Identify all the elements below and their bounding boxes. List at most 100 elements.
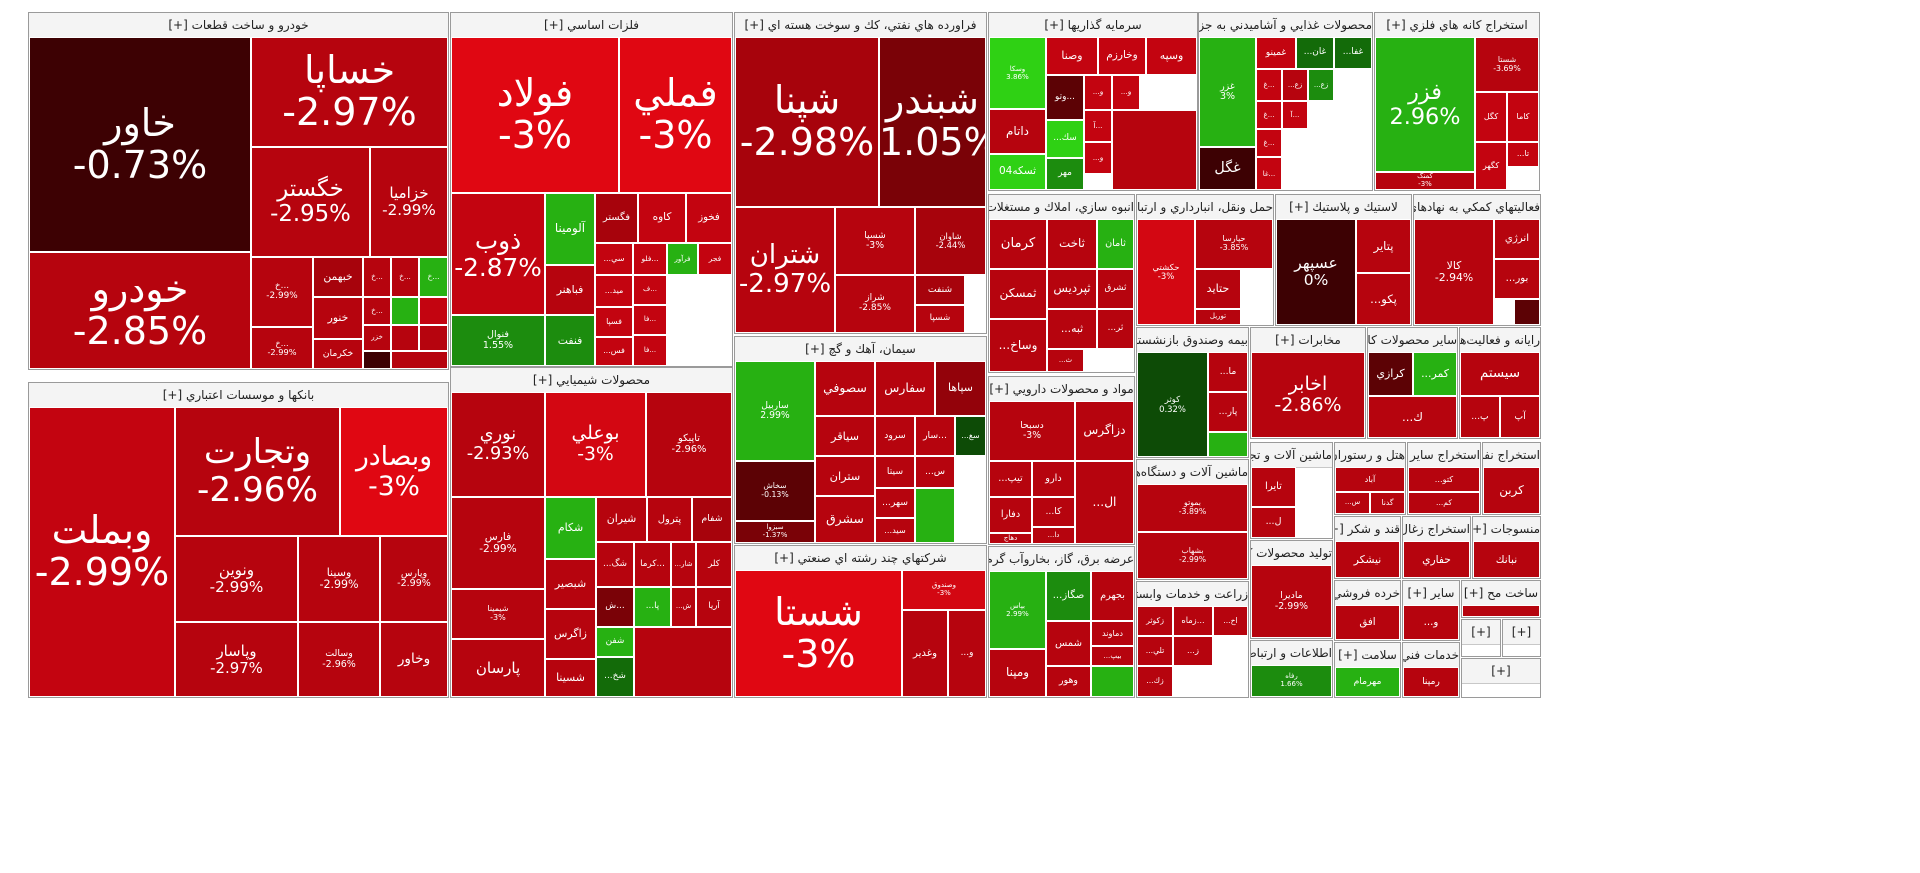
sector-header[interactable]: زراعت و خدمات وابسته [+] [1137, 582, 1248, 607]
stock-tile[interactable]: سيستم [1460, 352, 1540, 396]
sector-header[interactable]: اطلاعات و ارتباطات [+] [1251, 641, 1332, 666]
stock-tile[interactable] [391, 325, 419, 351]
stock-tile[interactable]: حپارسا -3.85% [1195, 219, 1273, 269]
stock-tile[interactable]: ذوب -2.87% [451, 193, 545, 315]
sector-header[interactable]: سيمان، آهك و گچ [+] [735, 337, 986, 362]
sector-header[interactable]: هتل و رستوران [+] [1335, 443, 1405, 468]
stock-tile[interactable] [1514, 299, 1540, 325]
stock-tile[interactable]: كگل [1475, 92, 1507, 142]
stock-tile[interactable]: نبانك [1473, 541, 1540, 578]
stock-tile[interactable]: ...دا [1032, 527, 1075, 544]
stock-tile[interactable]: وسپه [1146, 37, 1197, 75]
stock-tile[interactable]: حفاري [1403, 541, 1470, 578]
stock-tile[interactable]: ...ك [1368, 396, 1457, 438]
stock-tile[interactable]: وصندوق -3% [902, 570, 986, 610]
stock-tile[interactable]: ...ميد [595, 275, 633, 307]
stock-tile[interactable]: شسپا [915, 305, 965, 333]
stock-tile[interactable]: فگستر [595, 193, 638, 243]
stock-tile[interactable]: کاوه [638, 193, 686, 243]
stock-tile[interactable]: ...پار [1208, 392, 1248, 432]
stock-tile[interactable]: ...كم [1408, 492, 1480, 514]
stock-tile[interactable]: رفاه 1.66% [1251, 665, 1332, 697]
stock-tile[interactable]: شبصير [545, 559, 596, 609]
stock-tile[interactable]: وسكا 3.86% [989, 37, 1046, 109]
stock-tile[interactable]: خ... [419, 257, 448, 297]
sector-header[interactable]: سلامت [+] [1335, 643, 1400, 668]
stock-tile[interactable]: وپارس -2.99% [380, 536, 448, 622]
stock-tile[interactable]: ...شار [671, 542, 696, 587]
stock-tile[interactable]: دماوند [1091, 621, 1134, 646]
stock-tile[interactable]: ...ما [1208, 352, 1248, 392]
stock-tile[interactable]: ...تيپ [989, 461, 1032, 497]
stock-tile[interactable]: ...فس [595, 337, 633, 366]
stock-tile[interactable] [419, 325, 448, 351]
stock-tile[interactable]: خ... -2.99% [251, 327, 313, 369]
stock-tile[interactable]: كلر [696, 542, 732, 587]
sector-header[interactable]: استخراج زغال سنگ [+] [1403, 517, 1470, 542]
stock-tile[interactable]: دهاج [989, 533, 1032, 544]
sector-header[interactable]: ماشين آلات و تجهيزات [+] [1251, 443, 1332, 468]
stock-tile[interactable]: ثشرق [1097, 269, 1134, 309]
stock-tile[interactable]: شاوان -2.44% [915, 207, 986, 275]
stock-tile[interactable]: انرژي [1494, 219, 1540, 259]
stock-tile[interactable]: پارسان [451, 639, 545, 697]
sector-header[interactable]: توليد محصولات كامپيوتري [+] [1251, 541, 1332, 566]
stock-tile[interactable] [1208, 432, 1248, 457]
stock-tile[interactable]: خگستر -2.95% [251, 147, 370, 257]
stock-tile[interactable]: شيران [596, 497, 647, 542]
sector-header[interactable]: حمل ونقل، انبارداري و ارتباطات [+] [1137, 195, 1273, 220]
stock-tile[interactable]: ...پا [634, 587, 671, 627]
stock-tile[interactable]: ...پ [1460, 396, 1500, 438]
stock-tile[interactable]: ...شگ [596, 542, 634, 587]
stock-tile[interactable]: ...اخ [1213, 606, 1248, 636]
stock-tile[interactable]: ف... [633, 275, 667, 305]
stock-tile[interactable]: خنور [313, 297, 363, 339]
stock-tile[interactable]: شمس [1046, 621, 1091, 666]
stock-tile[interactable]: وخاور [380, 622, 448, 697]
stock-tile[interactable]: ...بيپ [1091, 646, 1134, 666]
sector-header[interactable]: منسوجات [+] [1473, 517, 1540, 542]
stock-tile[interactable]: سبزوا -1.37% [735, 521, 815, 543]
stock-tile[interactable]: اخابر -2.86% [1251, 352, 1365, 438]
stock-tile[interactable]: ...سهر [875, 488, 915, 518]
stock-tile[interactable]: فنوال 1.55% [451, 315, 545, 366]
stock-tile[interactable]: وپاسار -2.97% [175, 622, 298, 697]
stock-tile[interactable]: خ... -2.99% [251, 257, 313, 327]
stock-tile[interactable]: فا... [633, 335, 667, 366]
stock-tile[interactable]: فسپا [595, 307, 633, 337]
stock-tile[interactable]: ...ل [1251, 507, 1296, 538]
sector-header[interactable]: شركتهاي چند رشته اي صنعتي [+] [735, 546, 986, 571]
stock-tile[interactable]: نوري -2.93% [451, 392, 545, 497]
stock-tile[interactable] [391, 351, 448, 369]
sector-header[interactable]: استخراج ساير معادن [+] [1408, 443, 1480, 468]
stock-tile[interactable]: ستران [815, 456, 875, 496]
stock-tile[interactable]: ...سيد [875, 518, 915, 543]
stock-tile[interactable]: غ... [1256, 69, 1282, 101]
stock-tile[interactable]: ...ثر [1097, 309, 1134, 349]
stock-tile[interactable]: سفارس [875, 361, 935, 416]
stock-tile[interactable]: ...زع [1282, 69, 1308, 101]
stock-tile[interactable]: ...ثبه [1047, 309, 1097, 349]
stock-tile[interactable] [634, 627, 732, 697]
stock-tile[interactable]: ...غفا [1334, 37, 1372, 69]
stock-tile[interactable]: شسپا -3% [835, 207, 915, 275]
stock-tile[interactable]: فزر 2.96% [1375, 37, 1475, 172]
stock-tile[interactable]: وصنا [1046, 37, 1098, 75]
stock-tile[interactable]: حكشتي -3% [1137, 219, 1195, 325]
sector-header[interactable]: استخراج كانه هاي فلزي [+] [1375, 13, 1539, 38]
stock-tile[interactable] [1462, 605, 1540, 617]
sector-header[interactable]: محصولات شيميايي [+] [451, 368, 732, 393]
stock-tile[interactable]: افق [1335, 605, 1400, 640]
stock-tile[interactable]: وسالت -2.96% [298, 622, 380, 697]
stock-tile[interactable]: ...زع [1308, 69, 1334, 101]
sector-header[interactable]: [+] [1503, 620, 1540, 645]
stock-tile[interactable]: مادیرا -2.99% [1251, 565, 1332, 638]
sector-header[interactable]: خرده فروشي [+] [1335, 581, 1400, 606]
sector-header[interactable]: سرمايه گذاريها [+] [989, 13, 1197, 38]
stock-tile[interactable]: رمپنا [1403, 667, 1459, 697]
stock-tile[interactable]: ...كتو [1408, 467, 1480, 492]
stock-tile[interactable]: آ... [1084, 110, 1112, 142]
stock-tile[interactable]: شفن [596, 627, 634, 657]
stock-tile[interactable]: ...تا [1507, 142, 1539, 167]
stock-tile[interactable]: دزاگرس [1075, 401, 1134, 461]
